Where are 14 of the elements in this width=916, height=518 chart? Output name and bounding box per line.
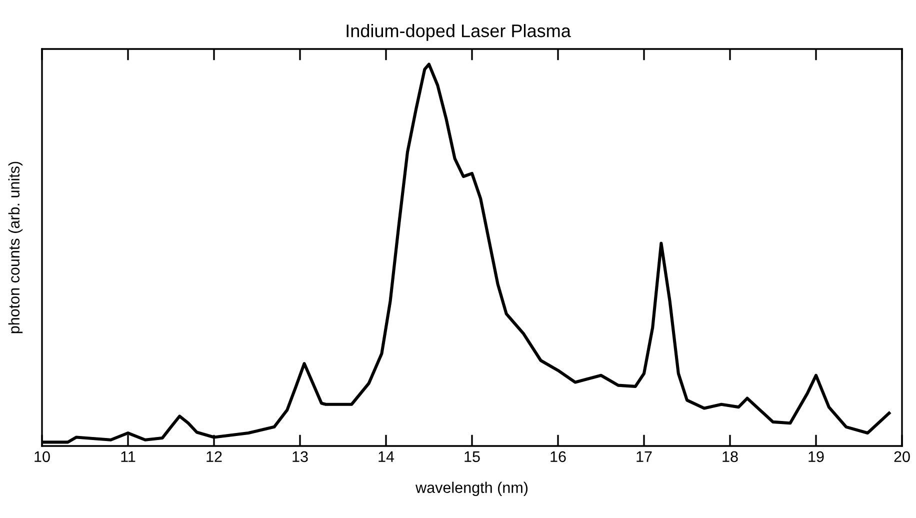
x-tick-label: 11 — [121, 451, 136, 462]
x-tick-label: 12 — [206, 451, 222, 462]
y-axis-title: photon counts (arb. units) — [8, 162, 23, 334]
x-tick-label: 10 — [34, 451, 50, 462]
x-tick-label: 18 — [722, 451, 738, 462]
x-tick-label: 17 — [636, 451, 652, 462]
x-tick-label: 15 — [464, 451, 480, 462]
chart-title: Indium-doped Laser Plasma — [346, 24, 571, 41]
x-tick-label: 14 — [378, 451, 394, 462]
x-tick-label: 16 — [550, 451, 566, 462]
x-tick-label: 20 — [894, 451, 910, 462]
x-axis-title: wavelength (nm) — [416, 482, 528, 496]
x-tick-label: 13 — [292, 451, 308, 462]
x-tick-label: 19 — [808, 451, 824, 462]
